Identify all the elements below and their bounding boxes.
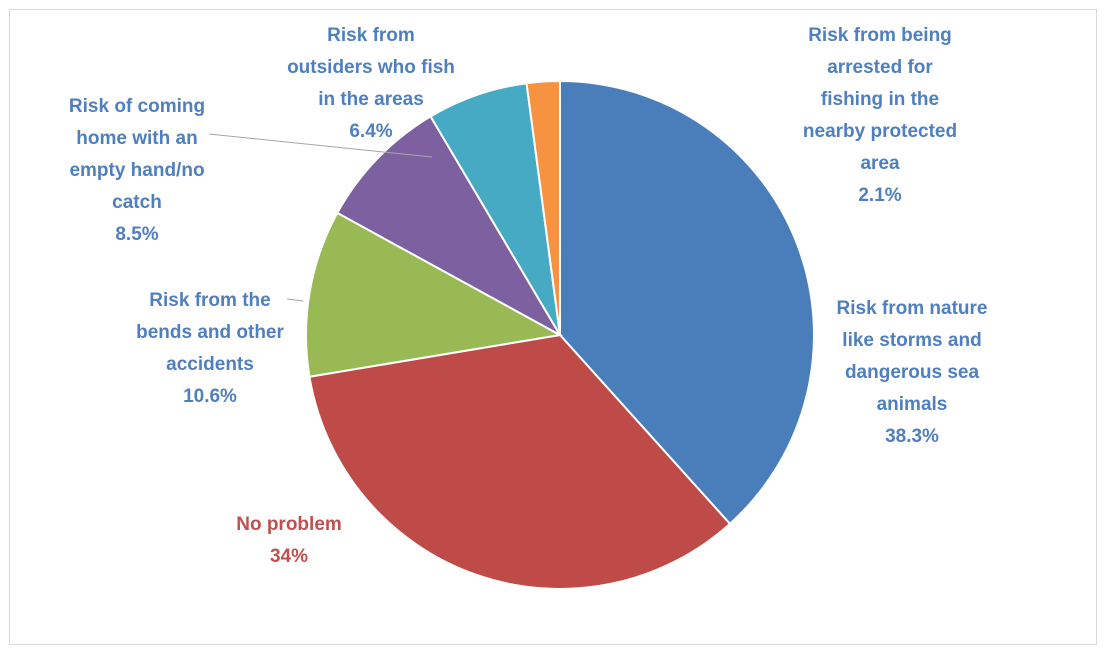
- slice-percent-label: 38.3%: [885, 426, 939, 447]
- slice-category-label: Risk from being: [808, 25, 952, 46]
- pie-slices: [305, 79, 815, 590]
- pie-slice-3: [305, 211, 564, 378]
- pie-slice-2: [308, 333, 732, 590]
- slice-category-label: outsiders who fish: [287, 57, 455, 78]
- slice-category-label: animals: [877, 394, 948, 415]
- slice-category-label: arrested for: [827, 57, 933, 78]
- slice-labels: Risk from nature like storms and dangerous…: [69, 25, 988, 567]
- slice-percent-label: 8.5%: [115, 224, 158, 245]
- slice-percent-label: 34%: [270, 546, 308, 567]
- slice-category-label: like storms and: [842, 330, 981, 351]
- pie-slice-6: [525, 79, 561, 336]
- slice-category-label: Risk of coming: [69, 96, 205, 117]
- slice-category-label: Risk from: [327, 25, 415, 46]
- slice-label-1: Risk from nature like storms and dangerous…: [837, 298, 988, 447]
- slice-category-label: empty hand/no: [69, 160, 204, 181]
- slice-category-label: in the areas: [318, 89, 424, 110]
- slice-category-label: catch: [112, 192, 162, 213]
- slice-category-label: bends and other: [136, 322, 284, 343]
- slice-label-3: Risk from the bends and other accidents 10.…: [136, 290, 284, 407]
- slice-category-label: Risk from the: [149, 290, 270, 311]
- slice-percent-label: 6.4%: [349, 121, 392, 142]
- slice-category-label: dangerous sea: [845, 362, 980, 383]
- pie-slice-4: [335, 115, 563, 338]
- slice-label-5: Risk from outsiders who fish in the areas 6…: [287, 25, 455, 142]
- slice-percent-label: 10.6%: [183, 386, 237, 407]
- leader-lines: [208, 133, 433, 302]
- slice-category-label: area: [860, 153, 900, 174]
- slice-percent-label: 2.1%: [858, 185, 901, 206]
- pie-slice-1: [559, 79, 815, 526]
- leader-line-3: [286, 298, 304, 302]
- slice-label-4: Risk of coming home with an empty hand/no c…: [69, 96, 205, 245]
- slice-category-label: nearby protected: [803, 121, 957, 142]
- slice-category-label: home with an: [76, 128, 197, 149]
- slice-category-label: accidents: [166, 354, 254, 375]
- slice-category-label: fishing in the: [821, 89, 939, 110]
- slice-label-2: No problem 34%: [236, 514, 342, 567]
- slice-label-6: Risk from being arrested for fishing in th…: [803, 25, 957, 206]
- slice-category-label: No problem: [236, 514, 342, 535]
- leader-line-4: [208, 133, 433, 158]
- slice-category-label: Risk from nature: [837, 298, 988, 319]
